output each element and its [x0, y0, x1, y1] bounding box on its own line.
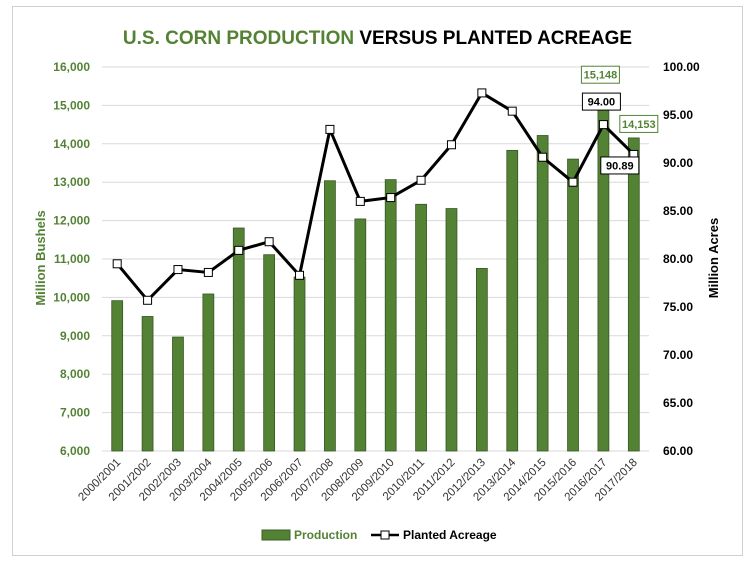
production-bar	[172, 336, 184, 452]
production-bar	[536, 135, 549, 452]
right-y-tick-label: 65.00	[663, 396, 693, 410]
production-bar	[415, 203, 427, 452]
left-y-tick-label: 7,000	[60, 406, 90, 420]
y-axis-title-right: Million Acres	[706, 218, 721, 298]
chart-title: U.S. CORN PRODUCTION VERSUS PLANTED ACRE…	[0, 28, 755, 50]
left-y-tick-label: 15,000	[53, 98, 90, 112]
production-bar	[324, 180, 336, 452]
chart-frame	[12, 6, 743, 556]
acreage-point	[264, 237, 274, 247]
right-y-tick-label: 85.00	[663, 204, 693, 218]
acreage-point	[568, 177, 578, 187]
acreage-point	[203, 267, 213, 277]
data-label: 94.00	[588, 97, 616, 109]
right-y-tick-label: 90.00	[663, 156, 693, 170]
production-bar	[445, 208, 458, 452]
production-bar	[263, 254, 276, 452]
left-y-tick-label: 14,000	[53, 137, 90, 151]
acreage-point	[538, 152, 548, 162]
acreage-point	[143, 295, 153, 305]
production-bar	[506, 149, 519, 452]
acreage-point	[234, 245, 244, 255]
acreage-point	[477, 88, 487, 98]
production-bar	[232, 227, 245, 452]
right-y-ticks: 60.00 65.00 70.00 75.00 80.00 85.00 90.00 95.00…	[663, 60, 700, 458]
acreage-point	[386, 193, 396, 203]
data-label: 90.89	[606, 160, 634, 172]
legend-acreage-label: Planted Acreage	[403, 528, 497, 542]
right-y-tick-label: 100.00	[663, 60, 700, 74]
production-bar	[384, 179, 397, 452]
left-y-tick-label: 10,000	[53, 290, 90, 304]
acreage-point	[416, 175, 426, 185]
production-bar	[141, 316, 154, 452]
chart-title-part1: U.S. CORN PRODUCTION	[122, 28, 355, 49]
acreage-line	[112, 88, 639, 305]
chart-title-part2: VERSUS PLANTED ACREAGE	[354, 28, 633, 49]
left-y-tick-label: 6,000	[60, 444, 90, 458]
y-axis-title-left: Million Bushels	[33, 210, 48, 305]
data-labels: 15,148 14,153 94.00 90.89	[580, 65, 659, 175]
acreage-point	[446, 140, 456, 150]
acreage-point	[173, 265, 183, 275]
data-label: 15,148	[584, 70, 618, 82]
right-y-tick-label: 60.00	[663, 444, 693, 458]
data-label-box	[580, 65, 620, 84]
x-ticks: 2000/20012001/20022002/20032003/20042004…	[76, 456, 640, 503]
legend-production-swatch	[261, 529, 291, 541]
gridlines	[102, 66, 649, 452]
left-y-ticks: 6,000 7,000 8,000 9,000 10,000 11,000 12,000 13…	[53, 60, 90, 458]
right-y-tick-label: 75.00	[663, 300, 693, 314]
production-bar	[202, 293, 215, 452]
left-y-tick-label: 11,000	[54, 252, 90, 266]
acreage-point	[598, 120, 608, 130]
right-y-tick-label: 80.00	[663, 252, 693, 266]
left-y-tick-label: 8,000	[60, 367, 90, 381]
left-y-tick-label: 13,000	[53, 175, 90, 189]
left-y-tick-label: 12,000	[53, 214, 90, 228]
legend: Production Planted Acreage	[261, 528, 497, 542]
acreage-point	[112, 259, 122, 269]
left-y-tick-label: 9,000	[60, 329, 90, 343]
production-bar	[567, 158, 579, 452]
production-bar	[627, 137, 640, 452]
production-bar	[293, 276, 306, 452]
acreage-point	[355, 196, 365, 206]
acreage-series-line	[116, 91, 635, 302]
data-label-box	[600, 156, 640, 175]
data-label-box	[619, 114, 659, 133]
legend-production-label: Production	[294, 528, 357, 542]
production-bar	[475, 268, 488, 452]
production-bar	[354, 218, 367, 452]
left-y-tick-label: 16,000	[53, 60, 90, 74]
acreage-point	[507, 106, 517, 116]
right-y-tick-label: 95.00	[663, 108, 693, 122]
legend-acreage-marker	[380, 530, 390, 540]
production-bar	[111, 300, 124, 452]
right-y-tick-label: 70.00	[663, 348, 693, 362]
data-label-box	[581, 92, 621, 111]
production-bar	[597, 99, 610, 452]
data-label: 14,153	[622, 119, 656, 131]
acreage-point	[295, 270, 305, 280]
production-bars	[111, 99, 640, 452]
acreage-point	[325, 124, 335, 134]
